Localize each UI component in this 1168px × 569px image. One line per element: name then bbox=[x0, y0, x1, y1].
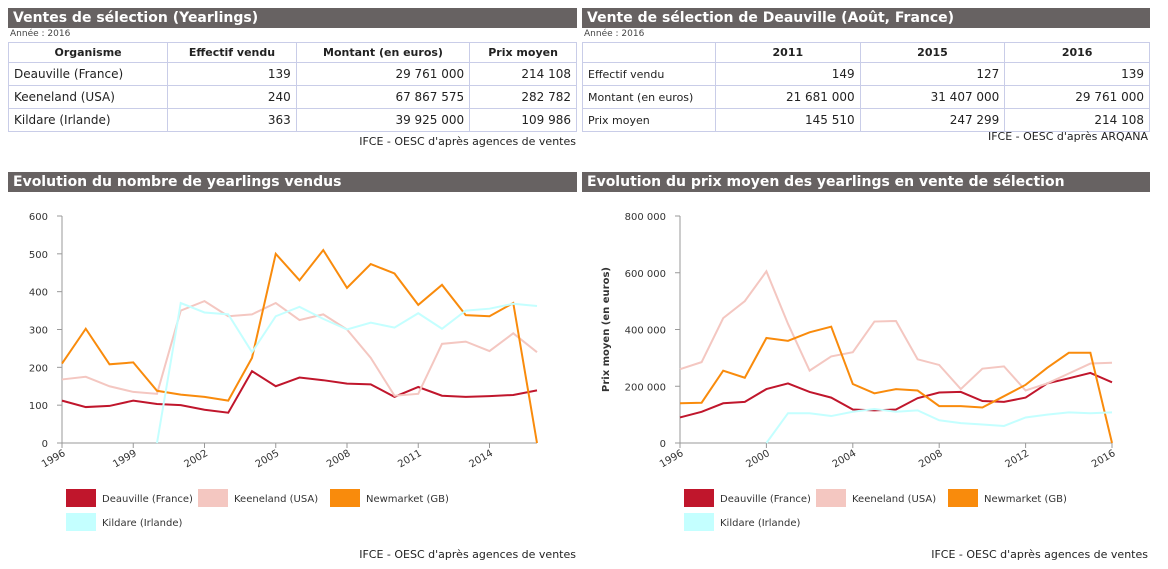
legend-swatch bbox=[198, 489, 228, 507]
chart-title: Evolution du prix moyen des yearlings en… bbox=[582, 172, 1150, 192]
legend-label: Newmarket (GB) bbox=[984, 494, 1067, 505]
header-row: 2011 2015 2016 bbox=[582, 42, 1150, 63]
series-line bbox=[61, 369, 538, 414]
legend-label: Deauville (France) bbox=[102, 494, 193, 505]
legend-label: Deauville (France) bbox=[720, 494, 811, 505]
legend-swatch bbox=[66, 513, 96, 531]
series-line bbox=[61, 248, 538, 444]
legend-label: Keeneland (USA) bbox=[852, 494, 936, 505]
legend-label: Newmarket (GB) bbox=[366, 494, 449, 505]
header-cell: Effectif vendu bbox=[167, 42, 297, 63]
row: Kildare (Irlande) 363 39 925 000 109 986 bbox=[7, 108, 577, 132]
cell: 139 bbox=[1004, 62, 1150, 86]
series-line bbox=[61, 300, 538, 397]
cell: Prix moyen bbox=[582, 108, 716, 132]
cell: 145 510 bbox=[715, 108, 861, 132]
legend-label: Keeneland (USA) bbox=[234, 494, 318, 505]
chart-title: Evolution du nombre de yearlings vendus bbox=[8, 172, 577, 192]
series-line bbox=[679, 269, 1113, 392]
legend-label: Kildare (Irlande) bbox=[720, 518, 801, 529]
legend-swatch bbox=[816, 489, 846, 507]
cell: 39 925 000 bbox=[295, 108, 471, 132]
y-tick-label: 0 bbox=[42, 439, 48, 450]
cell: Kildare (Irlande) bbox=[7, 108, 169, 132]
y-tick-label: 200 000 bbox=[625, 382, 666, 393]
cell: Montant (en euros) bbox=[582, 85, 716, 109]
x-tick-label: 2011 bbox=[396, 448, 424, 470]
cell: 29 761 000 bbox=[295, 62, 471, 86]
cell: 67 867 575 bbox=[295, 85, 471, 109]
cell: 109 986 bbox=[469, 108, 577, 132]
year: Année : 2016 bbox=[10, 29, 71, 39]
panel-title: Ventes de sélection (Yearlings) bbox=[8, 8, 577, 28]
row: Deauville (France) 139 29 761 000 214 108 bbox=[7, 62, 577, 86]
panel-title: Vente de sélection de Deauville (Août, F… bbox=[582, 8, 1150, 28]
x-tick-label: 2014 bbox=[467, 448, 495, 470]
x-tick-label: 2008 bbox=[325, 448, 353, 470]
header-cell: Prix moyen bbox=[469, 42, 577, 63]
legend-swatch bbox=[66, 489, 96, 507]
x-tick-label: 2004 bbox=[831, 448, 859, 470]
y-tick-label: 0 bbox=[660, 439, 666, 450]
legend-swatch bbox=[948, 489, 978, 507]
y-tick-label: 400 000 bbox=[625, 326, 666, 337]
series-line bbox=[679, 371, 1113, 419]
y-tick-label: 800 000 bbox=[625, 212, 666, 223]
x-tick-label: 2012 bbox=[1004, 448, 1032, 470]
cell: 31 407 000 bbox=[859, 85, 1006, 109]
x-tick-label: 2000 bbox=[744, 448, 772, 470]
x-tick-label: 2005 bbox=[254, 448, 282, 470]
cell: 247 299 bbox=[859, 108, 1006, 132]
x-tick-label: 2008 bbox=[917, 448, 945, 470]
legend-swatch bbox=[330, 489, 360, 507]
cell: 282 782 bbox=[469, 85, 577, 109]
legend-label: Kildare (Irlande) bbox=[102, 518, 183, 529]
series-line bbox=[156, 301, 538, 444]
cell: Keeneland (USA) bbox=[7, 85, 169, 109]
row: Keeneland (USA) 240 67 867 575 282 782 bbox=[7, 85, 577, 109]
y-tick-label: 600 000 bbox=[625, 269, 666, 280]
y-tick-label: 600 bbox=[29, 212, 48, 223]
y-tick-label: 500 bbox=[29, 250, 48, 261]
cell: 240 bbox=[167, 85, 297, 109]
x-tick-label: 1996 bbox=[658, 448, 686, 470]
year: Année : 2016 bbox=[584, 29, 645, 39]
y-tick-label: 100 bbox=[29, 401, 48, 412]
source: IFCE - OESC d'après agences de ventes bbox=[359, 135, 576, 148]
cell: 29 761 000 bbox=[1004, 85, 1150, 109]
row: Prix moyen 145 510 247 299 214 108 bbox=[582, 108, 1150, 132]
legend-swatch bbox=[684, 489, 714, 507]
cell: 21 681 000 bbox=[715, 85, 861, 109]
table: 2011 2015 2016 Effectif vendu 149 127 139 Monta… bbox=[582, 42, 1150, 132]
y-tick-label: 200 bbox=[29, 363, 48, 374]
row: Montant (en euros) 21 681 000 31 407 000 29… bbox=[582, 85, 1150, 109]
y-tick-label: 300 bbox=[29, 326, 48, 337]
cell: Effectif vendu bbox=[582, 62, 716, 86]
source: IFCE - OESC d'après agences de ventes bbox=[931, 548, 1148, 561]
source: IFCE - OESC d'après agences de ventes bbox=[359, 548, 576, 561]
series-line bbox=[679, 325, 1113, 444]
y-axis-label: Prix moyen (en euros) bbox=[601, 267, 612, 392]
cell: 214 108 bbox=[1004, 108, 1150, 132]
y-tick-label: 400 bbox=[29, 288, 48, 299]
legend-swatch bbox=[684, 513, 714, 531]
series-line bbox=[765, 407, 1113, 444]
table: Organisme Effectif vendu Montant (en euros… bbox=[7, 42, 577, 132]
source: IFCE - OESC d'après ARQANA bbox=[987, 130, 1148, 143]
x-tick-label: 1996 bbox=[40, 448, 68, 470]
x-tick-label: 2016 bbox=[1090, 448, 1118, 470]
x-tick-label: 2002 bbox=[182, 448, 210, 470]
x-tick-label: 1999 bbox=[111, 448, 139, 470]
cell: 363 bbox=[167, 108, 297, 132]
